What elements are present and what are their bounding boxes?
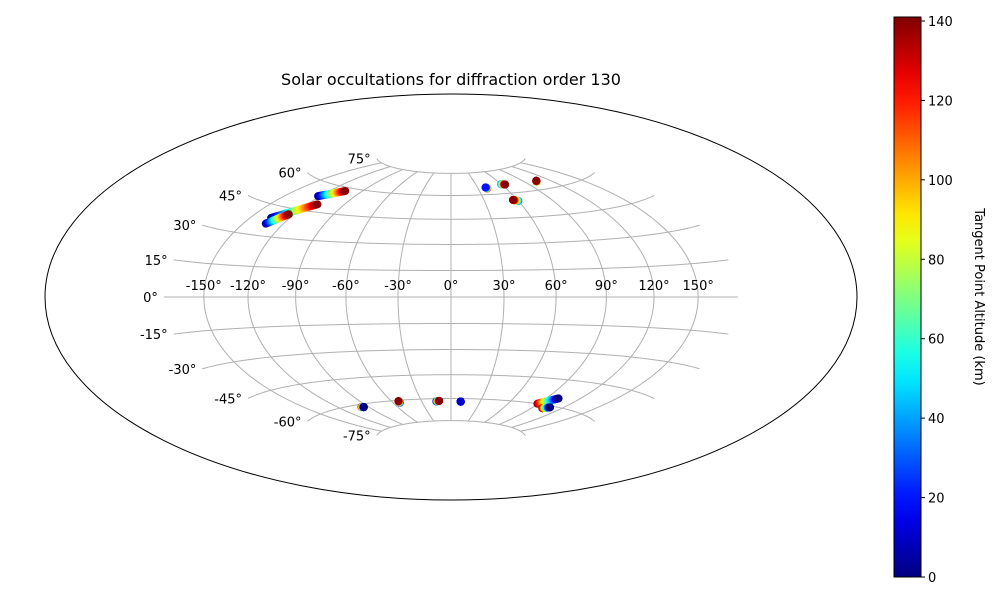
- occultation-point: [359, 403, 368, 412]
- longitude-tick-label: 60°: [545, 279, 568, 294]
- colorbar-tick-label: 0: [928, 571, 936, 586]
- longitude-tick-label: 30°: [492, 279, 515, 294]
- parallel-line: [376, 158, 526, 174]
- parallel-line: [307, 397, 595, 422]
- colorbar-tick-label: 100: [928, 174, 953, 189]
- latitude-tick-label: 60°: [278, 167, 301, 182]
- parallel-line: [376, 420, 526, 436]
- occultation-point: [456, 397, 465, 406]
- colorbar-tick-label: 140: [928, 15, 953, 30]
- parallel-line: [202, 224, 700, 245]
- latitude-tick-label: -60°: [274, 415, 302, 430]
- data-points: [261, 176, 563, 413]
- map-boundary: [44, 93, 858, 501]
- occultation-point: [546, 403, 555, 412]
- longitude-tick-label: 0°: [444, 279, 459, 294]
- longitude-tick-label: -60°: [332, 279, 360, 294]
- colorbar-tick-label: 80: [928, 253, 945, 268]
- chart-title: Solar occultations for diffraction order…: [281, 70, 621, 89]
- parallel-line: [202, 349, 700, 370]
- colorbar-tick-label: 20: [928, 492, 945, 507]
- longitude-tick-label: -150°: [186, 279, 222, 294]
- latitude-tick-label: 0°: [143, 291, 158, 306]
- occultation-point: [313, 200, 322, 209]
- occultation-point: [532, 176, 541, 185]
- latitude-tick-label: -45°: [214, 393, 242, 408]
- longitude-tick-labels: -150° -120° -90° -60° -30° 0° 30° 60° 90° 120° 150…: [186, 279, 714, 294]
- occultation-point: [481, 183, 490, 192]
- parallel-line: [307, 172, 595, 197]
- longitude-tick-label: -30°: [384, 279, 412, 294]
- colorbar-ticks: 0 20 40 60 80 100 120 140: [921, 15, 953, 586]
- map-outline: [44, 93, 858, 501]
- map-grid: [163, 158, 739, 436]
- latitude-tick-label: -15°: [140, 328, 168, 343]
- longitude-tick-label: -120°: [230, 279, 266, 294]
- parallel-line: [173, 323, 729, 335]
- longitude-tick-label: 120°: [638, 279, 669, 294]
- occultation-point: [394, 397, 403, 406]
- occultation-point: [341, 187, 350, 195]
- latitude-tick-label: 30°: [173, 219, 196, 234]
- latitude-tick-label: -30°: [169, 363, 197, 378]
- parallel-line: [247, 374, 655, 399]
- colorbar-tick-label: 40: [928, 412, 945, 427]
- colorbar-label: Tangent Point Altitude (km): [971, 207, 986, 385]
- occultation-point: [284, 210, 293, 219]
- longitude-tick-label: -90°: [282, 279, 310, 294]
- parallel-line: [173, 259, 729, 271]
- longitude-tick-label: 150°: [683, 279, 714, 294]
- colorbar: [893, 16, 922, 578]
- occultation-point: [554, 394, 563, 403]
- latitude-tick-labels: -75° -60° -45° -30° -15° 0° 15° 30° 45° 60° 75°: [140, 152, 371, 444]
- colorbar-tick-label: 120: [928, 94, 953, 109]
- occultation-point: [508, 195, 517, 204]
- longitude-tick-label: 90°: [595, 279, 618, 294]
- latitude-tick-label: 45°: [219, 190, 242, 205]
- colorbar-tick-label: 60: [928, 333, 945, 348]
- latitude-tick-label: 75°: [348, 152, 371, 167]
- occultation-point: [435, 396, 444, 405]
- latitude-tick-label: 15°: [145, 254, 168, 269]
- latitude-tick-label: -75°: [343, 430, 371, 445]
- occultation-point: [501, 180, 510, 189]
